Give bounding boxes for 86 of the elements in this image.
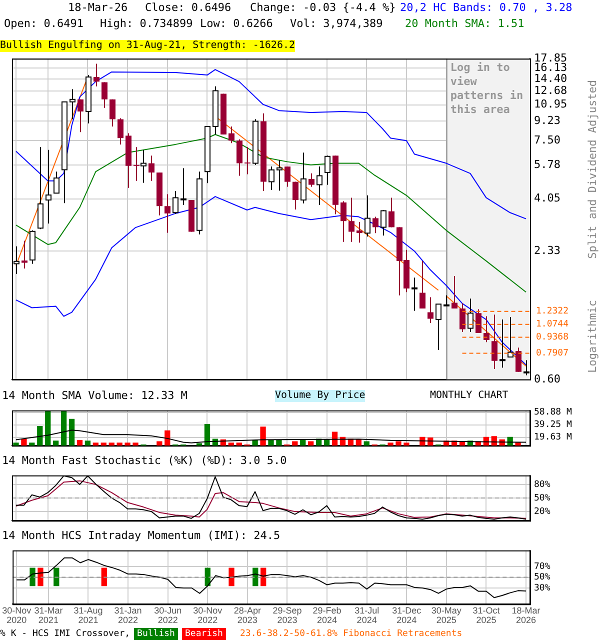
candlestick (420, 260, 426, 309)
candlestick (308, 172, 314, 188)
text: Vol: 3,974,389 (290, 17, 383, 30)
x-tick-label: 30-Nov 2020 (2, 605, 32, 625)
candlestick (94, 63, 100, 87)
y-tick-label: 0.60 (534, 372, 560, 386)
y-tick-label: 10.95 (534, 98, 568, 111)
text: Volume By Price (275, 390, 366, 402)
candlestick (460, 302, 466, 333)
text: Logarithmic (586, 300, 599, 373)
chart-title: 14 Month Fast Stochastic (%K) (%D): 3.0 5.0 (2, 454, 287, 467)
candlestick (284, 166, 290, 188)
ref-line-label: 0.7907 (536, 348, 569, 359)
text: Bullish (134, 628, 178, 640)
y-tick-label: 16.13 (534, 61, 568, 74)
candlestick (516, 347, 522, 372)
y-tick-label: 30% (534, 583, 551, 594)
text: 18-Mar-26 (68, 1, 128, 14)
candlestick (164, 194, 170, 234)
candlestick (388, 197, 394, 228)
x-tick-label: 28-Apr 2023 (234, 605, 261, 625)
candlestick (348, 197, 354, 242)
y-tick-label: 50% (534, 572, 551, 583)
y-tick-label: 9.23 (534, 114, 560, 127)
text: 23.6-38.2-50-61.8% Fibonacci Retracements (240, 628, 462, 640)
candlestick (102, 82, 108, 108)
chart-title: 14 Month HCS Intraday Momentum (IMI): 24.5 (2, 529, 280, 542)
y-tick-label: 80% (534, 480, 551, 490)
y-tick-label: 5.78 (534, 158, 560, 172)
x-tick-label: 30-Nov 2022 (193, 605, 223, 625)
candlestick (110, 98, 116, 128)
text: Close: 0.6496 (145, 1, 232, 14)
x-tick-label: 30-Jun 2022 (154, 605, 182, 625)
x-tick-label: 18-Mar 2026 (512, 605, 540, 625)
y-tick-label: 19.63 M (534, 432, 573, 443)
text: MONTHLY CHART (430, 390, 508, 402)
candlestick (118, 118, 124, 145)
y-tick-label: 58.88 M (534, 408, 573, 418)
candlestick (356, 222, 362, 244)
text: Change: -0.03 {-4.4 %} (250, 1, 396, 14)
x-tick-label: 31-Aug 2021 (74, 605, 103, 625)
y-tick-label: 2.33 (534, 244, 560, 257)
candlestick (428, 296, 434, 324)
x-tick-label: 31-Dec 2024 (392, 605, 422, 625)
candlestick (236, 138, 242, 176)
y-tick-label: 12.68 (534, 84, 568, 97)
text: High: 0.734899 (100, 17, 193, 30)
y-tick-label: 4.05 (534, 192, 560, 205)
x-tick-label: 31-Oct 2025 (472, 605, 500, 625)
x-tick-label: 29-Feb 2024 (312, 605, 342, 625)
y-tick-label: 50% (534, 493, 551, 504)
x-tick-label: 31-Mar 2021 (34, 605, 63, 625)
y-tick-label: 20% (534, 506, 551, 517)
candlestick (22, 240, 28, 269)
text: Split and Dividend Adjusted (586, 80, 599, 259)
y-tick-label: 39.25 M (534, 420, 573, 430)
y-tick-label: 7.50 (534, 133, 560, 146)
ref-line-label: 1.2322 (536, 306, 569, 317)
candlestick (340, 200, 346, 242)
text: 20,2 HC Bands: 0.70 , 3.28 (400, 1, 572, 14)
candlestick (292, 181, 298, 210)
candlestick (134, 146, 140, 182)
candlestick (484, 316, 490, 343)
x-tick-label: 30-May 2025 (431, 605, 462, 625)
candlestick (492, 314, 498, 370)
text: Low: 0.6266 (200, 17, 273, 30)
text: 20 Month SMA: 1.51 (405, 17, 524, 30)
x-tick-label: 31-Jan 2022 (114, 605, 142, 625)
text: Bullish Engulfing on 31-Aug-21, Strength: -1626.2 (0, 40, 296, 52)
candlestick (452, 276, 458, 309)
candlestick (372, 216, 378, 234)
candlestick (228, 126, 234, 144)
ref-line-label: 0.9368 (536, 332, 569, 343)
text: Bearish (182, 628, 226, 640)
band-label: Log in to view patterns in this area (450, 60, 524, 116)
ref-line-label: 1.0744 (536, 320, 569, 330)
legend-title: % K - HCS IMI Crossover, (0, 629, 130, 639)
candlestick (78, 98, 84, 133)
candlestick (244, 146, 250, 175)
y-tick-label: 70% (534, 562, 551, 572)
y-tick-label: 14.40 (534, 72, 568, 85)
candlestick (148, 155, 154, 182)
chart-title: 14 Month SMA Volume: 12.33 M (2, 389, 188, 402)
text: Open: 0.6491 (4, 17, 84, 30)
x-tick-label: 29-Sep 2023 (272, 605, 302, 625)
x-tick-label: 31-Jul 2024 (354, 605, 380, 625)
